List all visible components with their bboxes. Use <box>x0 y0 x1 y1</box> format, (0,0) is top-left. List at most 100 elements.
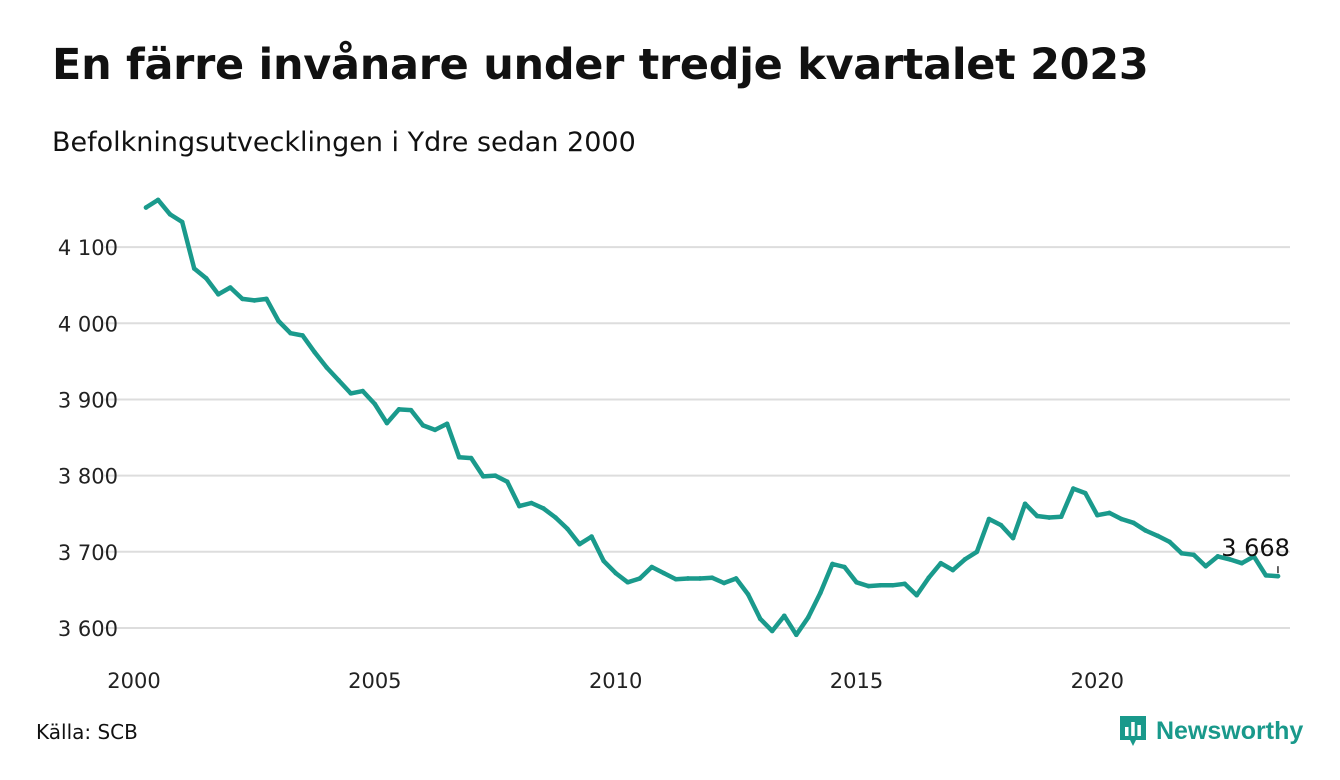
data-point <box>565 526 570 532</box>
data-point <box>613 570 618 576</box>
data-point <box>372 401 378 407</box>
data-point <box>661 570 667 576</box>
data-point <box>709 575 715 580</box>
y-tick-label: 3 800 <box>58 465 118 489</box>
data-point <box>781 613 787 619</box>
x-axis: 2000 2005 2010 2015 2020 <box>107 669 1124 693</box>
data-point <box>1046 515 1052 520</box>
y-tick-label: 4 000 <box>58 312 118 336</box>
data-point <box>1058 514 1064 520</box>
y-tick-label: 3 900 <box>58 388 118 412</box>
data-point <box>444 421 450 427</box>
y-tick-label: 3 600 <box>58 617 118 641</box>
data-point <box>1022 501 1028 507</box>
data-point <box>998 522 1004 528</box>
data-point <box>408 407 414 413</box>
data-point <box>926 575 932 580</box>
data-point <box>1082 490 1088 496</box>
data-point <box>950 567 956 573</box>
chart-title: En färre invånare under tredje kvartalet… <box>52 40 1149 90</box>
data-point <box>432 427 438 433</box>
brand-logo: Newsworthy <box>1118 713 1303 749</box>
data-point <box>360 388 366 394</box>
data-point <box>1143 528 1148 533</box>
chart-subtitle: Befolkningsutvecklingen i Ydre sedan 200… <box>52 127 636 158</box>
annotation-layer: 3 668 <box>1221 534 1290 574</box>
data-point <box>806 614 811 620</box>
data-point <box>300 333 305 338</box>
data-point <box>1107 510 1112 516</box>
data-point <box>1239 560 1245 566</box>
data-point <box>842 564 847 570</box>
data-point <box>1203 563 1209 569</box>
y-tick-label: 3 700 <box>58 541 118 565</box>
data-point <box>673 576 679 582</box>
data-point <box>336 378 342 383</box>
data-point <box>529 500 534 506</box>
x-tick-label: 2005 <box>348 669 401 693</box>
series-line <box>143 197 1281 638</box>
data-point <box>878 583 883 588</box>
x-tick-label: 2010 <box>589 669 642 693</box>
data-point <box>818 590 823 596</box>
data-point <box>252 298 257 303</box>
source-note: Källa: SCB <box>36 720 138 744</box>
data-point <box>697 576 703 581</box>
data-point <box>203 276 209 281</box>
data-point <box>155 197 161 203</box>
data-point <box>1119 516 1124 522</box>
data-point <box>420 423 426 428</box>
data-point <box>324 365 329 370</box>
data-point <box>480 474 486 479</box>
x-tick-label: 2000 <box>107 669 160 693</box>
y-axis: 3 600 3 700 3 800 3 900 4 000 4 100 <box>58 236 118 641</box>
data-point <box>830 561 835 567</box>
data-point <box>890 583 895 588</box>
data-point <box>1095 512 1100 518</box>
data-point <box>1010 535 1016 541</box>
annotation-label: 3 668 <box>1221 534 1290 562</box>
data-point <box>240 296 245 302</box>
data-point <box>384 420 390 426</box>
y-tick-label: 4 100 <box>58 236 118 260</box>
x-tick-label: 2020 <box>1071 669 1124 693</box>
grid-lines <box>104 246 1290 629</box>
data-point <box>456 455 462 460</box>
data-point <box>866 583 871 589</box>
data-point <box>962 557 968 562</box>
data-point <box>649 564 655 570</box>
data-point <box>1191 552 1196 558</box>
data-point <box>1131 520 1136 526</box>
data-point <box>986 516 992 522</box>
data-point <box>264 296 269 302</box>
data-point <box>745 592 751 597</box>
data-point <box>191 266 197 271</box>
data-point <box>541 506 546 511</box>
data-point <box>914 592 920 598</box>
data-point <box>1034 513 1040 519</box>
data-point <box>974 549 980 555</box>
data-point <box>625 579 631 585</box>
data-point <box>553 515 558 520</box>
data-point <box>938 560 944 566</box>
brand-name: Newsworthy <box>1156 716 1304 745</box>
data-point <box>685 576 691 581</box>
data-point <box>1179 551 1184 556</box>
data-point <box>492 473 498 478</box>
data-point <box>721 580 727 586</box>
data-point <box>288 330 293 336</box>
data-point <box>167 212 173 217</box>
data-point <box>468 455 474 461</box>
data-point <box>733 576 739 581</box>
data-point <box>179 219 185 225</box>
data-point <box>396 407 402 412</box>
data-point <box>577 541 582 547</box>
newsworthy-logo-icon <box>1120 716 1146 746</box>
data-point <box>1070 486 1076 491</box>
data-point <box>228 285 233 290</box>
data-point <box>902 581 907 587</box>
data-point <box>1155 533 1160 539</box>
data-point <box>504 479 510 485</box>
data-point <box>1227 557 1233 562</box>
